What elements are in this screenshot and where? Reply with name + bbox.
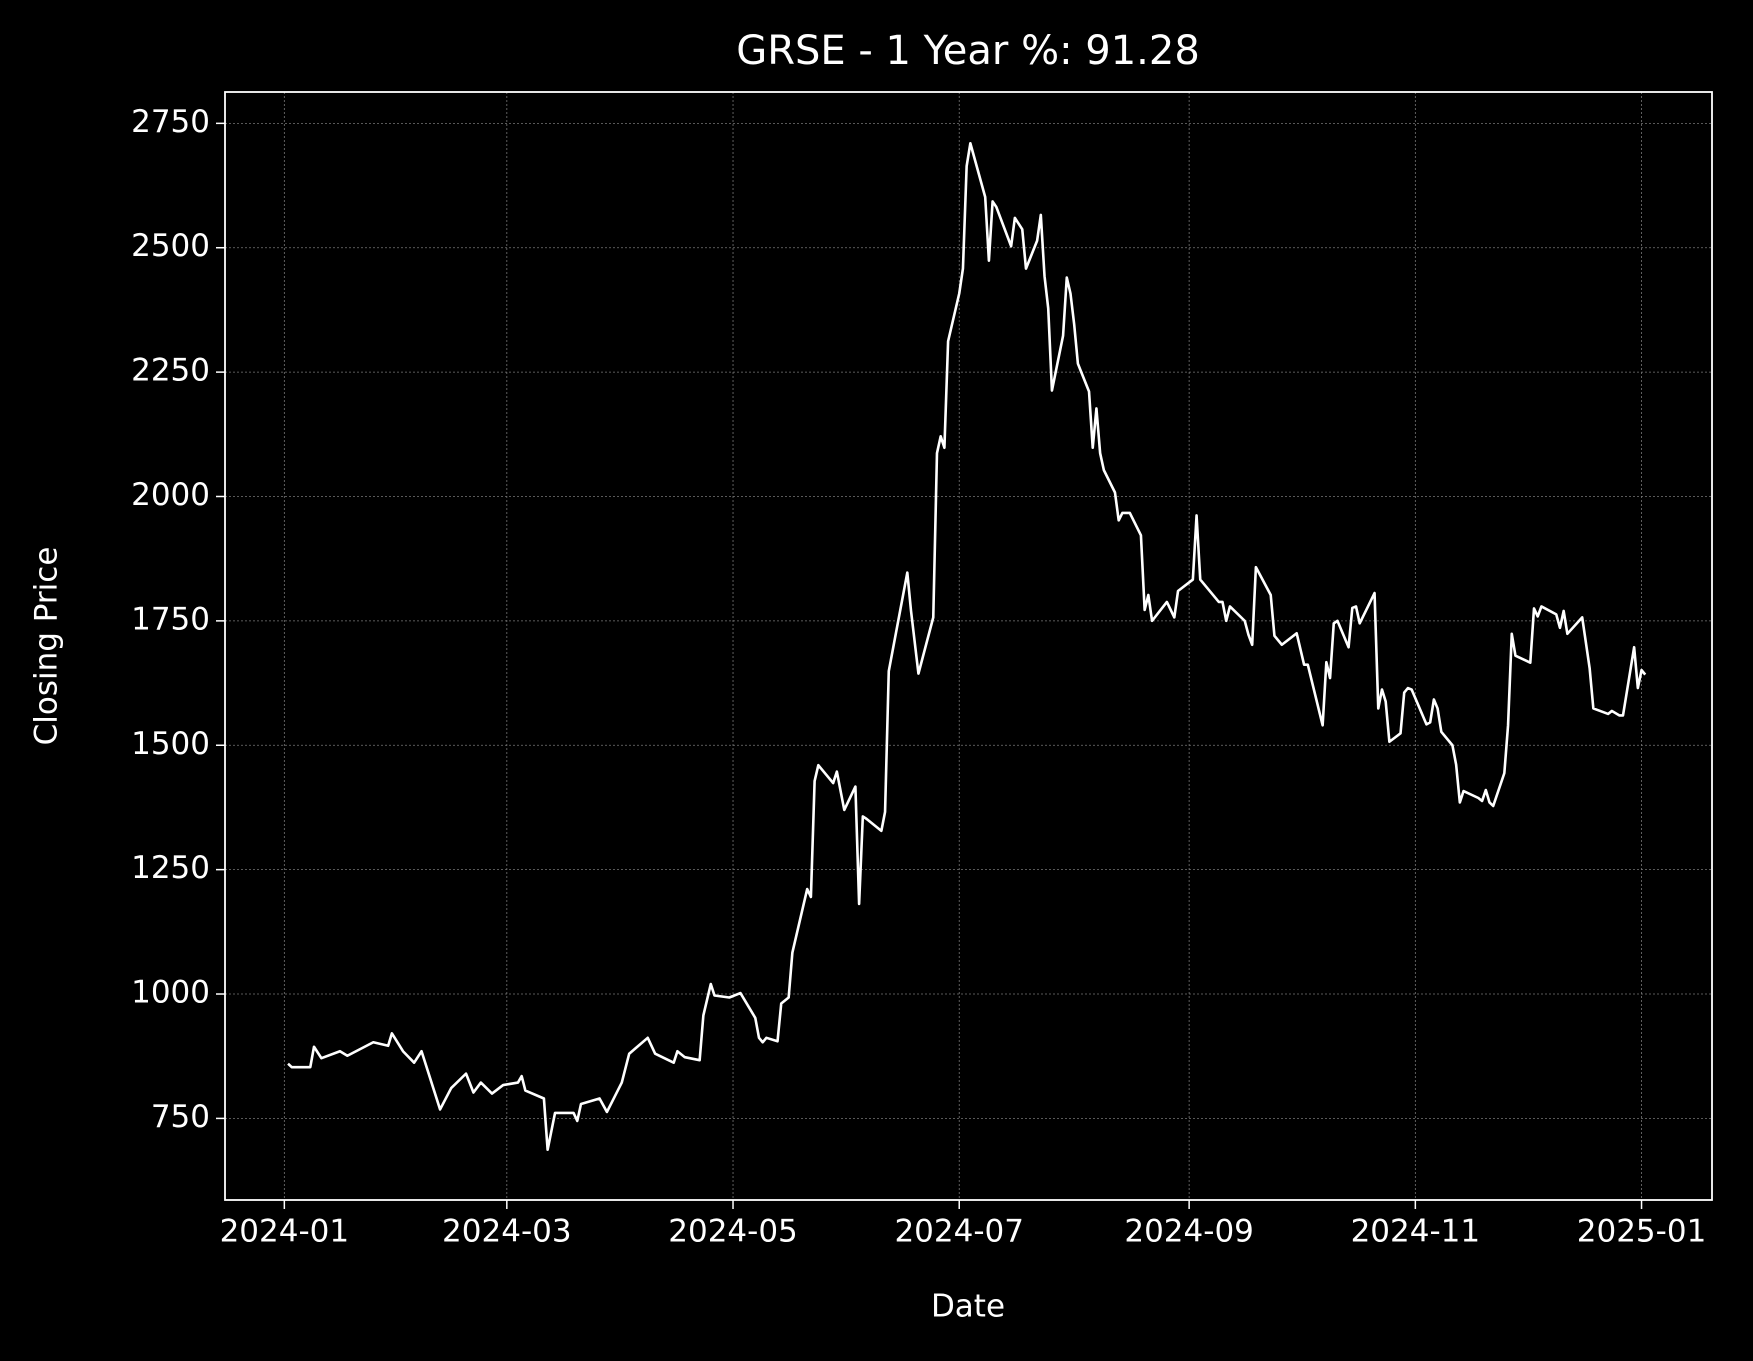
x-axis-label: Date [931,1289,1005,1325]
x-tick-label: 2024-05 [668,1214,798,1250]
y-tick-label: 2250 [131,353,210,389]
x-tick-label: 2025-01 [1577,1214,1707,1250]
y-tick-label: 1500 [131,726,210,762]
price-line [287,141,1647,1152]
y-tick-label: 2750 [131,104,210,140]
y-axis-label: Closing Price [29,547,65,746]
y-tick-label: 1250 [131,850,210,886]
y-tick-label: 2500 [131,228,210,264]
plot-frame [224,91,1713,1201]
y-tick-label: 2000 [131,477,210,513]
x-tick-label: 2024-01 [220,1214,350,1250]
x-tick-label: 2024-03 [442,1214,572,1250]
chart-title: GRSE - 1 Year %: 91.28 [736,28,1200,74]
x-tick-label: 2024-11 [1351,1214,1481,1250]
x-tick-label: 2024-09 [1124,1214,1254,1250]
y-tick-label: 1000 [131,975,210,1011]
x-tick-label: 2024-07 [894,1214,1024,1250]
y-tick-label: 750 [151,1099,210,1135]
y-tick-label: 1750 [131,601,210,637]
